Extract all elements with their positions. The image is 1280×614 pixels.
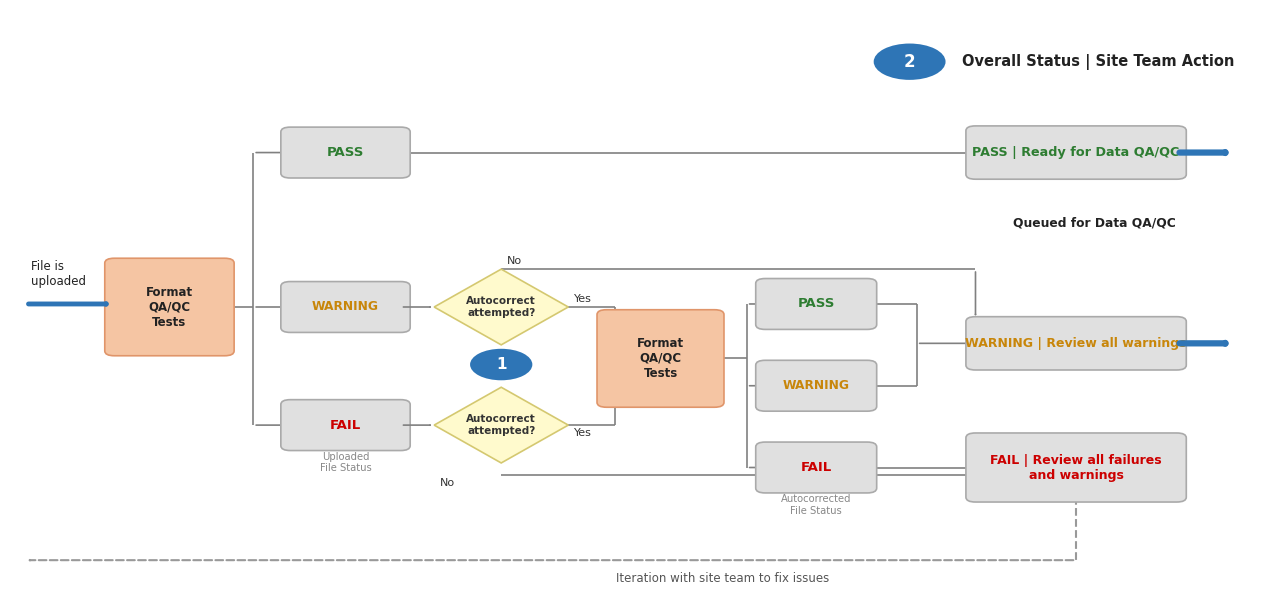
FancyBboxPatch shape [280,127,410,178]
FancyBboxPatch shape [596,309,724,407]
Circle shape [874,44,946,80]
Text: Format
QA/QC
Tests: Format QA/QC Tests [637,337,684,380]
Text: File is
uploaded: File is uploaded [31,260,86,288]
Text: 2: 2 [904,53,915,71]
Text: Yes: Yes [575,428,593,438]
Text: Iteration with site team to fix issues: Iteration with site team to fix issues [616,572,829,585]
Text: PASS | Ready for Data QA/QC: PASS | Ready for Data QA/QC [973,146,1180,159]
Text: WARNING: WARNING [312,300,379,314]
FancyBboxPatch shape [105,258,234,356]
Text: No: No [507,256,522,266]
FancyBboxPatch shape [280,282,410,332]
Text: Uploaded
File Status: Uploaded File Status [320,452,371,473]
Text: Yes: Yes [575,294,593,304]
Text: Queued for Data QA/QC: Queued for Data QA/QC [1012,217,1175,230]
FancyBboxPatch shape [966,433,1187,502]
FancyBboxPatch shape [966,126,1187,179]
Text: Overall Status | Site Team Action: Overall Status | Site Team Action [963,53,1235,70]
Text: PASS: PASS [326,146,365,159]
Text: FAIL: FAIL [800,461,832,474]
FancyBboxPatch shape [966,317,1187,370]
Text: Autocorrect
attempted?: Autocorrect attempted? [466,296,536,318]
Text: FAIL | Review all failures
and warnings: FAIL | Review all failures and warnings [991,454,1162,481]
Text: FAIL: FAIL [330,419,361,432]
Text: Autocorrected
File Status: Autocorrected File Status [781,494,851,516]
Polygon shape [434,269,568,345]
Text: No: No [440,478,456,488]
FancyBboxPatch shape [280,400,410,451]
Text: WARNING: WARNING [782,379,850,392]
Text: 1: 1 [495,357,507,372]
Text: Format
QA/QC
Tests: Format QA/QC Tests [146,286,193,328]
FancyBboxPatch shape [755,360,877,411]
Text: PASS: PASS [797,297,835,311]
Polygon shape [434,387,568,463]
Circle shape [470,349,532,380]
Text: Autocorrect
attempted?: Autocorrect attempted? [466,414,536,436]
FancyBboxPatch shape [755,442,877,493]
Text: WARNING | Review all warnings: WARNING | Review all warnings [965,337,1187,350]
FancyBboxPatch shape [755,279,877,329]
